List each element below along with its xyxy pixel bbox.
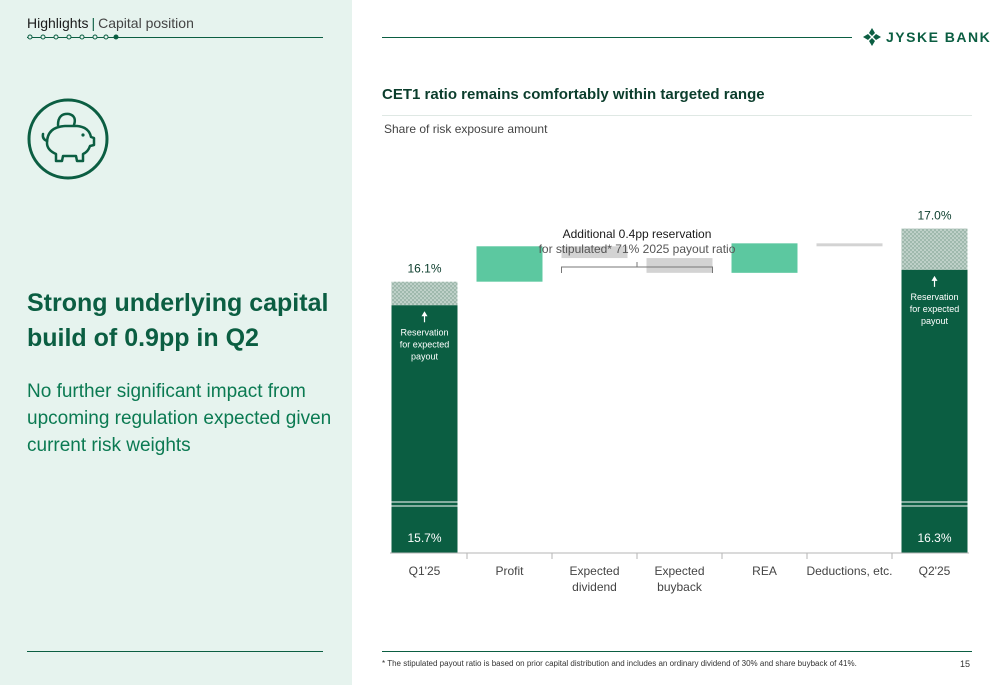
- reservation-label: for expected: [400, 339, 450, 349]
- step-bar: [476, 246, 543, 282]
- category-label: Q2'25: [919, 564, 951, 578]
- waterfall-chart: 16.1% 15.7% Reservation for expected payout 1…: [390, 209, 969, 594]
- logo-text: JYSKE BANK: [886, 29, 992, 45]
- footnote: * The stipulated payout ratio is based o…: [382, 659, 857, 668]
- category-label: REA: [752, 564, 777, 578]
- reservation-label: Reservation: [400, 327, 448, 337]
- category-label: Q1'25: [409, 564, 441, 578]
- reservation-label: for expected: [910, 304, 960, 314]
- reservation-label: Reservation: [910, 292, 958, 302]
- piggy-bank-icon: [27, 98, 109, 180]
- subline: No further significant impact from upcom…: [27, 381, 332, 456]
- total-value-label: 16.1%: [407, 262, 441, 276]
- step-bar: [731, 243, 798, 273]
- progress-dots-icon: [27, 34, 119, 40]
- annotation-title: Additional 0.4pp reservation: [563, 227, 712, 241]
- step-bar: [646, 258, 713, 273]
- step-bar: [816, 243, 883, 247]
- reservation-label: payout: [411, 351, 439, 361]
- header-rule: [382, 37, 852, 38]
- base-value-label: 16.3%: [917, 531, 951, 545]
- step-bar: [561, 246, 628, 259]
- page-number: 15: [960, 659, 971, 669]
- chart-title: CET1 ratio remains comfortably within ta…: [382, 86, 765, 103]
- total-value-label: 17.0%: [917, 209, 951, 223]
- title-rule: [382, 115, 972, 116]
- annotation-text: for stipulated* 71% 2025 payout ratio: [539, 242, 736, 256]
- reservation-arrow-icon: [421, 311, 428, 317]
- breadcrumb-separator: |: [91, 15, 96, 31]
- jyske-logo[interactable]: JYSKE BANK: [862, 26, 991, 48]
- reservation-label: payout: [921, 316, 949, 326]
- left-bottom-rule: [27, 651, 323, 652]
- reservation-arrow-icon: [931, 275, 938, 281]
- category-label: buyback: [657, 580, 703, 594]
- left-panel: Highlights | Capital position Strong under…: [0, 0, 352, 685]
- category-label: dividend: [572, 580, 617, 594]
- left-top-rule: [27, 37, 323, 38]
- category-label: Expected: [569, 564, 619, 578]
- breadcrumb-page: Capital position: [98, 15, 194, 31]
- reservation-bar: [901, 228, 968, 270]
- total-bar: [391, 305, 458, 553]
- reservation-bar: [391, 281, 458, 306]
- jyske-logo-icon: [863, 28, 881, 46]
- headline: Strong underlying capital build of 0.9pp…: [27, 289, 329, 352]
- chart-subtitle: Share of risk exposure amount: [384, 122, 548, 136]
- base-value-label: 15.7%: [407, 531, 441, 545]
- breadcrumb-section[interactable]: Highlights: [27, 15, 89, 31]
- breadcrumb: Highlights | Capital position: [27, 15, 194, 31]
- category-label: Profit: [495, 564, 524, 578]
- footer-rule: [382, 651, 972, 652]
- category-label: Deductions, etc.: [806, 564, 892, 578]
- category-label: Expected: [654, 564, 704, 578]
